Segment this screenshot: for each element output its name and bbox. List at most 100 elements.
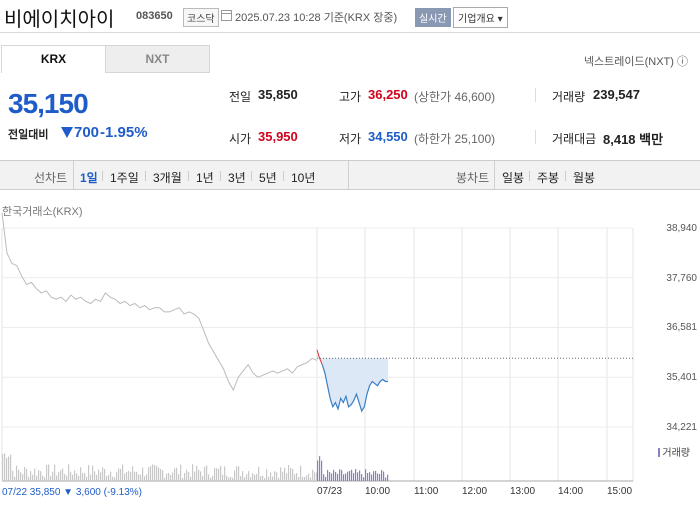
volume-bar <box>76 473 78 481</box>
volume-bar <box>6 457 8 481</box>
volume-bar <box>347 471 349 481</box>
volume-bar <box>28 476 30 481</box>
price-change-pct: -1.95% <box>100 124 148 141</box>
divider <box>535 130 536 144</box>
volume-bar <box>351 469 353 481</box>
candle-daily[interactable]: 일봉 <box>502 171 525 185</box>
change-label: 전일대비 <box>8 129 49 141</box>
volume-bar <box>60 470 62 481</box>
tab-nxt[interactable]: NXT <box>105 45 210 73</box>
volume-bar <box>298 476 300 481</box>
corp-info-button[interactable]: 기업개요 ▾ <box>453 7 508 28</box>
volume-bar <box>202 476 204 481</box>
volume-bar <box>337 473 339 481</box>
candle-monthly[interactable]: 월봉 <box>573 171 596 185</box>
volume-bar <box>86 476 88 481</box>
volume-bar <box>365 469 367 481</box>
volume-bar <box>290 467 292 481</box>
volume-bar <box>130 471 132 481</box>
period-5y[interactable]: 5년 <box>259 171 277 185</box>
volume-bar <box>118 468 120 481</box>
volume-bar <box>294 474 296 481</box>
volume-bar <box>126 471 128 481</box>
volume-bar <box>238 466 240 481</box>
period-1w[interactable]: 1주일 <box>110 171 139 185</box>
volume-bar <box>14 476 16 481</box>
stock-code: 083650 <box>136 10 173 22</box>
realtime-badge[interactable]: 실시간 <box>415 8 451 27</box>
volume-bar <box>114 477 116 481</box>
volume-bar <box>168 472 170 481</box>
volume-bar <box>258 466 260 481</box>
divider <box>188 171 189 181</box>
x-tick-label: 12:00 <box>462 486 488 497</box>
volume-bar <box>156 465 158 481</box>
divider <box>283 171 284 181</box>
volume-bar <box>162 470 164 481</box>
volume-bar <box>40 471 42 481</box>
volume-bar <box>308 473 310 481</box>
volume-bar <box>252 473 254 481</box>
volume-bar <box>200 471 202 481</box>
current-price: 35,150 <box>8 88 89 119</box>
volume-bar <box>266 469 268 481</box>
volume-bar <box>345 473 347 481</box>
open-value: 35,950 <box>258 129 298 144</box>
period-10y[interactable]: 10년 <box>291 171 316 185</box>
price-chart <box>1 212 634 482</box>
divider <box>565 171 566 181</box>
volume-bar <box>317 460 319 481</box>
volume-bar <box>246 474 248 481</box>
volume-bar <box>172 472 174 481</box>
volume-bar <box>146 474 148 481</box>
volume-bar <box>282 471 284 481</box>
volume-bar <box>270 472 272 481</box>
period-3m[interactable]: 3개월 <box>153 171 182 185</box>
chart-source: 한국거래소(KRX) <box>2 206 83 218</box>
volume-bar <box>100 472 102 481</box>
line-chart-label: 선차트 <box>34 171 68 185</box>
down-triangle-icon <box>61 127 73 138</box>
volume-bar <box>140 474 142 481</box>
volume-bar <box>369 472 371 481</box>
x-tick-label: 15:00 <box>607 486 633 497</box>
volume-bar <box>310 477 312 481</box>
stock-name: 비에이치아이 <box>4 7 115 31</box>
candle-chart-label: 봉차트 <box>456 171 490 185</box>
low-label: 저가 <box>339 132 362 146</box>
volume-bar <box>321 460 323 481</box>
volume-label: 거래량 <box>552 90 586 104</box>
volume-bar <box>250 477 252 481</box>
period-3y[interactable]: 3년 <box>228 171 246 185</box>
nextrade-link[interactable]: 넥스트레이드(NXT) ⓘ <box>583 56 688 68</box>
volume-bar <box>12 470 14 481</box>
open-label: 시가 <box>229 132 252 146</box>
volume-bar <box>10 454 12 481</box>
volume-value: 239,547 <box>593 87 640 102</box>
candle-weekly[interactable]: 주봉 <box>537 171 560 185</box>
volume-bar <box>381 470 383 481</box>
volume-bar <box>286 473 288 481</box>
divider <box>251 171 252 181</box>
volume-bar <box>206 465 208 481</box>
volume-bar <box>284 467 286 481</box>
upper-limit: (상한가 46,600) <box>414 90 496 104</box>
tab-krx[interactable]: KRX <box>1 45 106 73</box>
volume-bar <box>256 473 258 481</box>
period-1d[interactable]: 1일 <box>80 171 98 185</box>
volume-bar <box>128 471 130 481</box>
period-1y[interactable]: 1년 <box>196 171 214 185</box>
today-price-line <box>321 364 388 413</box>
volume-bar <box>68 464 70 481</box>
volume-bar <box>373 471 375 481</box>
volume-bar <box>274 471 276 481</box>
volume-bar <box>192 464 194 481</box>
volume-bar <box>112 476 114 481</box>
y-tick-label: 37,760 <box>666 273 697 284</box>
volume-bar <box>357 472 359 481</box>
volume-legend-swatch <box>658 448 661 457</box>
volume-bar <box>226 475 228 481</box>
volume-bar <box>124 473 126 481</box>
quote-datetime: 2025.07.23 10:28 기준(KRX 장중) <box>235 12 398 24</box>
volume-bar <box>96 474 98 481</box>
